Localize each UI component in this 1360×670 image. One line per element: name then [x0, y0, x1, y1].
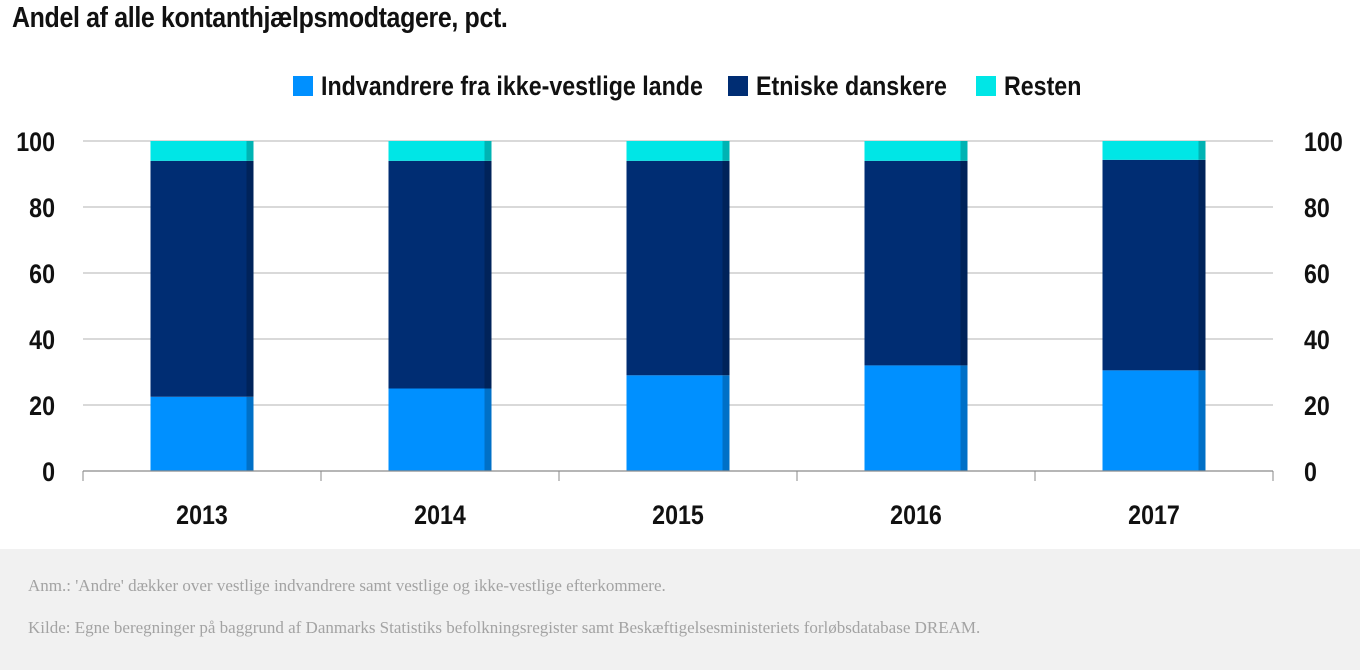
- bar-segment: [1102, 159, 1199, 371]
- chart-source: Kilde: Egne beregninger på baggrund af D…: [28, 618, 981, 637]
- bar-segment-side: [246, 396, 254, 471]
- bar-segment-side: [722, 141, 730, 161]
- y-tick-label-right: 40: [1304, 325, 1330, 355]
- bar-segment: [626, 141, 723, 161]
- chart-note: Anm.: 'Andre' dækker over vestlige indva…: [28, 576, 666, 595]
- bar-segment-side: [1198, 159, 1206, 371]
- bar-segment: [150, 396, 247, 471]
- bar-segment: [864, 160, 961, 366]
- x-tick-label: 2013: [176, 500, 228, 530]
- bar-segment-side: [484, 160, 492, 389]
- chart-title: Andel af alle kontanthjælpsmodtagere, pc…: [12, 2, 508, 34]
- bar-segment-side: [484, 141, 492, 161]
- bar-segment: [864, 141, 961, 161]
- bar-segment-side: [960, 141, 968, 161]
- legend-swatch: [728, 76, 748, 96]
- legend-label: Resten: [1004, 71, 1081, 101]
- bar-segment-side: [722, 160, 730, 376]
- bar-segment-side: [1198, 141, 1206, 160]
- bar-segment-side: [1198, 370, 1206, 471]
- x-tick-label: 2016: [890, 500, 942, 530]
- bar-segment-side: [246, 160, 254, 397]
- x-tick-label: 2017: [1128, 500, 1180, 530]
- bar-segment: [388, 160, 485, 389]
- bar-segment: [388, 388, 485, 471]
- bar-segment: [864, 365, 961, 471]
- bar-segment-side: [960, 365, 968, 471]
- y-tick-label-right: 100: [1304, 127, 1343, 157]
- y-tick-label-right: 20: [1304, 391, 1330, 421]
- bar-segment: [388, 141, 485, 161]
- bar-segment: [150, 160, 247, 397]
- y-tick-label-left: 0: [42, 457, 55, 487]
- bar-segment: [150, 141, 247, 161]
- bar-segment: [1102, 370, 1199, 471]
- bar-segment-side: [960, 160, 968, 366]
- y-tick-label-right: 60: [1304, 259, 1330, 289]
- x-tick-label: 2014: [414, 500, 466, 530]
- bar-segment-side: [484, 388, 492, 471]
- stacked-bar-chart: 0 20 40 60 80 100 0 20 40 60 80 100 2013 2014 2015 2016…: [16, 71, 1343, 530]
- legend-swatch: [976, 76, 996, 96]
- chart-footer: Anm.: 'Andre' dækker over vestlige indva…: [0, 549, 1360, 670]
- bar-segment: [626, 160, 723, 376]
- legend-label: Etniske danskere: [756, 71, 947, 101]
- legend-swatch: [293, 76, 313, 96]
- x-tick-label: 2015: [652, 500, 704, 530]
- y-tick-label-left: 20: [29, 391, 55, 421]
- y-tick-label-right: 0: [1304, 457, 1317, 487]
- y-tick-label-left: 80: [29, 193, 55, 223]
- y-tick-label-left: 40: [29, 325, 55, 355]
- bar-segment-side: [722, 375, 730, 471]
- bar-segment: [626, 375, 723, 471]
- bar-segment: [1102, 141, 1199, 160]
- bar-segment-side: [246, 141, 254, 161]
- legend-label: Indvandrere fra ikke-vestlige lande: [321, 71, 703, 101]
- y-tick-label-left: 60: [29, 259, 55, 289]
- y-tick-label-right: 80: [1304, 193, 1330, 223]
- y-tick-label-left: 100: [16, 127, 55, 157]
